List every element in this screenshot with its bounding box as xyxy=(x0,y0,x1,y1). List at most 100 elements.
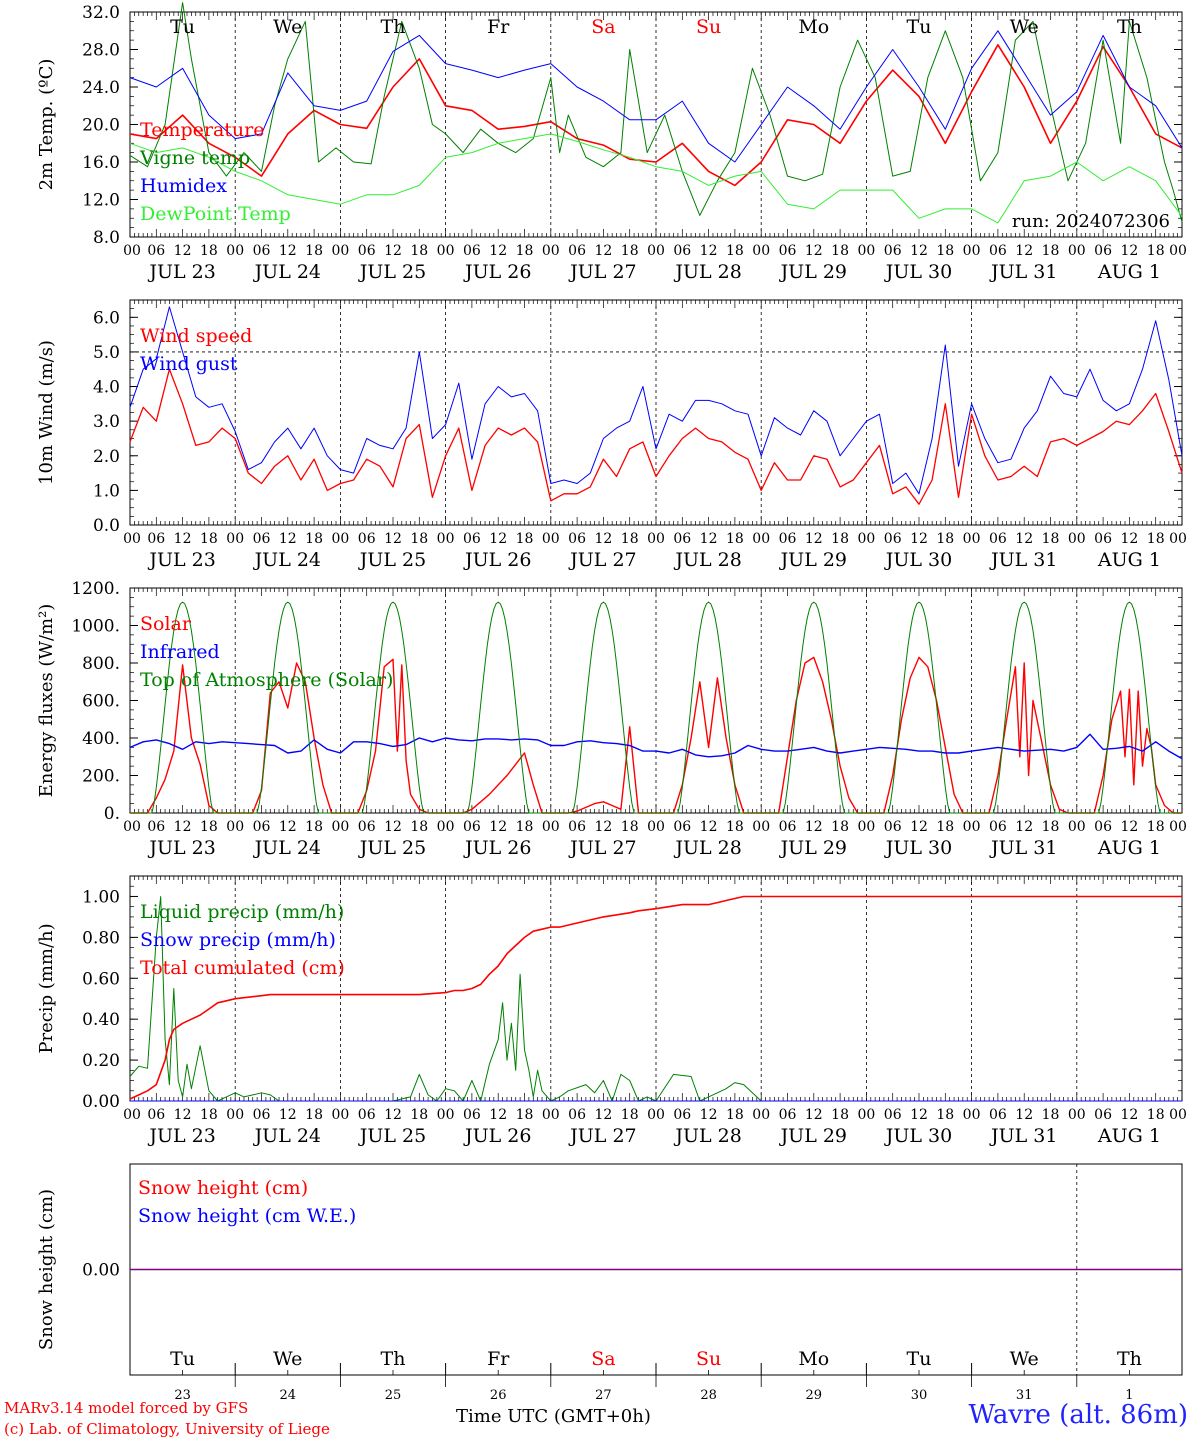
panel-wind: 0.0 1.0 2.0 3.0 4.0 5.0 6.0 10m Wind (m/s) Wind … xyxy=(36,299,1187,571)
y-tick-label: 28.0 xyxy=(82,41,120,61)
hour-label: 12 xyxy=(489,819,507,835)
day-name-label: Tu xyxy=(170,16,195,38)
hour-label: 12 xyxy=(279,531,297,547)
day-number-label: 25 xyxy=(385,1388,402,1403)
hour-label: 12 xyxy=(384,819,402,835)
series-line-total-cumulated-cm- xyxy=(129,895,1182,1100)
hour-label: 18 xyxy=(200,1107,218,1123)
date-label: JUL 30 xyxy=(884,261,952,283)
hour-label: 06 xyxy=(1094,819,1112,835)
panel-precip: 0.00 0.20 0.40 0.60 0.80 1.00 Precip (mm/h) Liq… xyxy=(36,875,1187,1147)
day-name-label: We xyxy=(1010,16,1039,38)
date-label: JUL 23 xyxy=(147,1125,215,1147)
hour-label: 18 xyxy=(831,531,849,547)
date-label: JUL 24 xyxy=(253,261,321,283)
y-tick-label: 1200. xyxy=(71,579,120,599)
hour-label: 18 xyxy=(726,531,744,547)
hour-label: 18 xyxy=(1147,531,1165,547)
hour-label: 18 xyxy=(410,1107,428,1123)
lab-credit: (c) Lab. of Climatology, University of L… xyxy=(4,1420,330,1438)
hour-label: 06 xyxy=(989,819,1007,835)
hour-label: 06 xyxy=(253,1107,271,1123)
hour-label: 18 xyxy=(831,243,849,259)
hour-label: 06 xyxy=(1094,243,1112,259)
hour-label: 06 xyxy=(568,243,586,259)
hour-label: 18 xyxy=(621,243,639,259)
y-tick-label: 0.80 xyxy=(82,928,120,948)
hour-label: 12 xyxy=(1120,531,1138,547)
hour-label: 12 xyxy=(174,819,192,835)
hour-label: 12 xyxy=(594,531,612,547)
hour-label: 00 xyxy=(123,1107,141,1123)
hour-label: 12 xyxy=(700,819,718,835)
date-label: JUL 27 xyxy=(568,1125,636,1147)
hour-label: 06 xyxy=(568,1107,586,1123)
hour-label: 00 xyxy=(542,531,560,547)
date-label: JUL 29 xyxy=(779,261,847,283)
day-name-label: Fr xyxy=(487,16,510,38)
hour-label: 12 xyxy=(910,1107,928,1123)
day-number-label: 30 xyxy=(911,1388,928,1403)
panel-energy: 0. 200. 400. 600. 800. 1000. 1200. Energy fluxe… xyxy=(36,579,1187,859)
hour-label: 00 xyxy=(226,531,244,547)
day-name-label: We xyxy=(273,1348,302,1370)
hour-label: 06 xyxy=(779,531,797,547)
hour-label: 06 xyxy=(1094,531,1112,547)
day-name-label: Sa xyxy=(591,16,615,38)
hour-label: 18 xyxy=(1042,1107,1060,1123)
day-number-label: 23 xyxy=(174,1388,191,1403)
legend-entry: Snow precip (mm/h) xyxy=(140,929,336,951)
hour-label: 18 xyxy=(516,243,534,259)
hour-label: 00 xyxy=(963,819,981,835)
hour-label: 12 xyxy=(279,243,297,259)
day-name-label: Mo xyxy=(798,16,829,38)
date-label: JUL 27 xyxy=(568,549,636,571)
legend-entry: DewPoint Temp xyxy=(140,203,291,225)
hour-label: 00 xyxy=(226,1107,244,1123)
date-label: JUL 23 xyxy=(147,549,215,571)
hour-label: 18 xyxy=(410,819,428,835)
hour-label: 06 xyxy=(147,243,165,259)
hour-label: 00 xyxy=(1068,531,1086,547)
hour-label: 12 xyxy=(174,531,192,547)
hour-label: 00 xyxy=(331,1107,349,1123)
date-label: JUL 29 xyxy=(779,1125,847,1147)
hour-label: 00 xyxy=(857,531,875,547)
hour-label: 06 xyxy=(884,531,902,547)
y-tick-label: 0. xyxy=(104,804,120,824)
hour-label: 12 xyxy=(910,819,928,835)
date-label: AUG 1 xyxy=(1097,1125,1161,1147)
y-tick-label: 1000. xyxy=(71,617,120,637)
legend-entry: Vigne temp xyxy=(139,147,250,169)
hour-label: 18 xyxy=(516,1107,534,1123)
y-tick-label: 0.20 xyxy=(82,1051,120,1071)
hour-label: 00 xyxy=(963,531,981,547)
hour-label: 12 xyxy=(805,243,823,259)
hour-label: 12 xyxy=(594,243,612,259)
hour-label: 06 xyxy=(673,243,691,259)
series-line-infrared xyxy=(129,733,1183,760)
hour-label: 18 xyxy=(1042,243,1060,259)
hour-label: 00 xyxy=(437,1107,455,1123)
date-label: JUL 31 xyxy=(989,261,1057,283)
hour-label: 00 xyxy=(1068,243,1086,259)
series-line-vigne-temp xyxy=(129,2,1183,223)
hour-label: 06 xyxy=(463,531,481,547)
legend-entry: Temperature xyxy=(140,119,264,141)
hour-label: 06 xyxy=(568,531,586,547)
hour-label: 18 xyxy=(1147,819,1165,835)
hour-label: 06 xyxy=(358,531,376,547)
day-name-label: Th xyxy=(381,16,406,38)
series-line-top-of-atmosphere-solar- xyxy=(130,601,1182,814)
series-line-dewpoint-temp xyxy=(129,133,1183,224)
y-tick-label: 24.0 xyxy=(82,78,120,98)
y-tick-label: 5.0 xyxy=(93,343,120,363)
hour-label: 12 xyxy=(700,243,718,259)
hour-label: 12 xyxy=(489,531,507,547)
location-title: Wavre (alt. 86m) xyxy=(968,1400,1188,1430)
hour-label: 00 xyxy=(1169,531,1187,547)
hour-label: 18 xyxy=(726,819,744,835)
y-tick-label: 12.0 xyxy=(82,191,120,211)
hour-label: 06 xyxy=(568,819,586,835)
panel-temp: 8.0 12.0 16.0 20.0 24.0 28.0 32.0 2m Temp. (ºC)… xyxy=(36,2,1187,283)
